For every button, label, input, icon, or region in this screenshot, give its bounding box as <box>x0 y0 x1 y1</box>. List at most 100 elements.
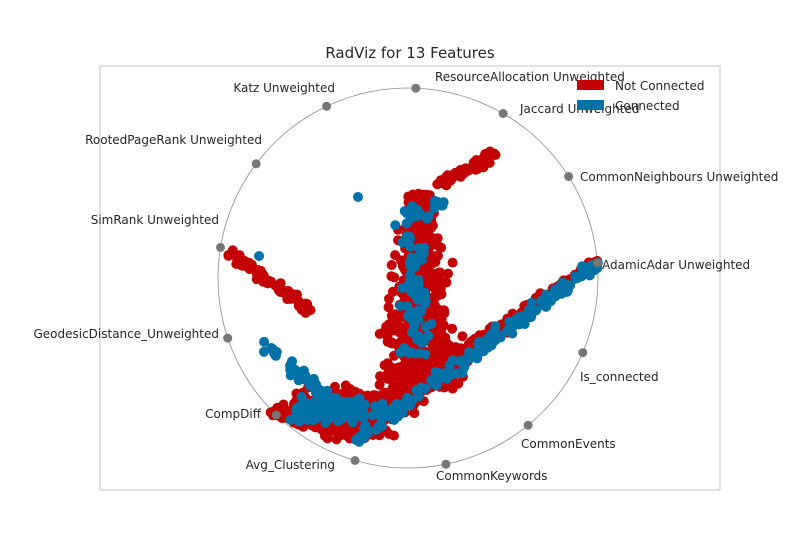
anchor-commonkeywords <box>523 420 533 430</box>
point-not-connected <box>223 250 234 261</box>
point-connected <box>407 307 418 318</box>
point-not-connected <box>431 306 442 317</box>
point-not-connected <box>386 337 397 348</box>
point-not-connected <box>447 323 458 334</box>
radviz-circle <box>217 87 599 469</box>
point-connected <box>426 318 437 329</box>
point-not-connected <box>469 160 480 171</box>
point-connected <box>259 336 270 347</box>
anchor-rootedpagerank-unweighted <box>216 242 225 252</box>
point-not-connected <box>405 366 416 377</box>
point-connected <box>509 315 520 326</box>
point-not-connected <box>440 332 451 343</box>
anchor-commonneighbours-unweighted <box>498 109 508 118</box>
point-not-connected <box>384 429 395 439</box>
point-not-connected <box>374 379 385 390</box>
point-connected <box>367 410 378 421</box>
point-not-connected <box>389 309 400 320</box>
point-connected <box>561 279 572 290</box>
point-not-connected <box>457 331 468 342</box>
point-not-connected <box>340 380 351 391</box>
point-not-connected <box>278 399 289 410</box>
point-not-connected <box>436 242 447 253</box>
legend-swatch-connected <box>577 100 604 110</box>
point-connected <box>418 248 429 259</box>
data-points <box>223 146 603 447</box>
point-not-connected <box>329 381 340 392</box>
anchor-is-connected <box>592 258 602 268</box>
point-not-connected <box>383 302 394 313</box>
legend: Not Connected Connected <box>577 79 704 113</box>
point-not-connected <box>385 362 396 372</box>
anchor-label-commonneighbours-unweighted: CommonNeighbours Unweighted <box>580 170 778 184</box>
point-connected <box>524 306 535 317</box>
point-connected <box>271 346 282 357</box>
point-not-connected <box>442 175 453 186</box>
point-connected <box>322 404 333 415</box>
point-connected <box>411 385 422 396</box>
point-not-connected <box>458 167 469 178</box>
point-not-connected <box>387 325 398 336</box>
anchor-simrank-unweighted <box>223 333 233 343</box>
point-connected <box>287 356 297 367</box>
point-connected <box>350 434 361 445</box>
point-not-connected <box>409 408 420 419</box>
point-not-connected <box>447 257 458 268</box>
point-connected <box>393 404 404 415</box>
anchor-label-commonevents: CommonEvents <box>521 437 616 451</box>
point-not-connected <box>434 267 445 278</box>
point-connected <box>332 398 343 409</box>
point-connected <box>401 231 412 242</box>
anchor-geodesicdistance-unweighted <box>271 410 281 420</box>
point-not-connected <box>322 433 333 444</box>
point-connected <box>490 321 501 332</box>
point-connected <box>316 395 327 406</box>
anchor-label-simrank-unweighted: SimRank Unweighted <box>91 213 219 227</box>
point-connected <box>404 257 415 268</box>
point-not-connected <box>441 277 452 288</box>
anchor-label-rootedpagerank-unweighted: RootedPageRank Unweighted <box>85 133 262 147</box>
point-connected <box>354 400 365 410</box>
point-not-connected <box>389 272 400 283</box>
point-connected <box>435 368 446 379</box>
point-connected <box>546 295 556 306</box>
point-connected <box>430 199 441 210</box>
point-connected <box>420 296 431 307</box>
point-not-connected <box>275 278 286 289</box>
point-not-connected <box>453 378 464 389</box>
anchor-label-avg-clustering: Avg_Clustering <box>246 458 335 472</box>
point-not-connected <box>484 146 495 157</box>
anchor-label-compdiff: CompDiff <box>205 407 262 421</box>
point-connected <box>409 321 420 332</box>
point-not-connected <box>386 260 397 270</box>
point-not-connected <box>401 374 412 385</box>
point-not-connected <box>450 167 461 178</box>
point-connected <box>297 404 308 415</box>
point-connected <box>407 201 418 212</box>
point-not-connected <box>415 195 426 206</box>
anchor-commonevents <box>578 348 588 358</box>
point-not-connected <box>233 252 244 263</box>
point-connected <box>488 336 499 347</box>
point-connected <box>474 336 485 347</box>
point-connected <box>375 409 386 420</box>
point-connected <box>308 397 319 408</box>
point-not-connected <box>290 294 301 305</box>
point-connected <box>390 220 401 231</box>
point-not-connected <box>432 275 443 286</box>
feature-anchors: Is_connected AdamicAdar Unweighted CommonN… <box>33 70 778 483</box>
chart-title: RadViz for 13 Features <box>325 44 494 62</box>
point-connected <box>496 330 506 341</box>
point-connected <box>526 297 537 308</box>
anchor-label-geodesicdistance-unweighted: GeodesicDistance_Unweighted <box>33 327 219 341</box>
point-connected <box>478 346 489 357</box>
point-not-connected <box>432 290 443 301</box>
point-connected <box>420 349 431 360</box>
point-connected <box>358 410 369 421</box>
anchor-katz-unweighted <box>251 159 261 169</box>
anchor-compdiff <box>350 456 360 465</box>
point-connected <box>336 413 347 424</box>
point-connected <box>370 401 381 412</box>
point-connected <box>285 370 296 381</box>
point-not-connected <box>416 225 427 236</box>
